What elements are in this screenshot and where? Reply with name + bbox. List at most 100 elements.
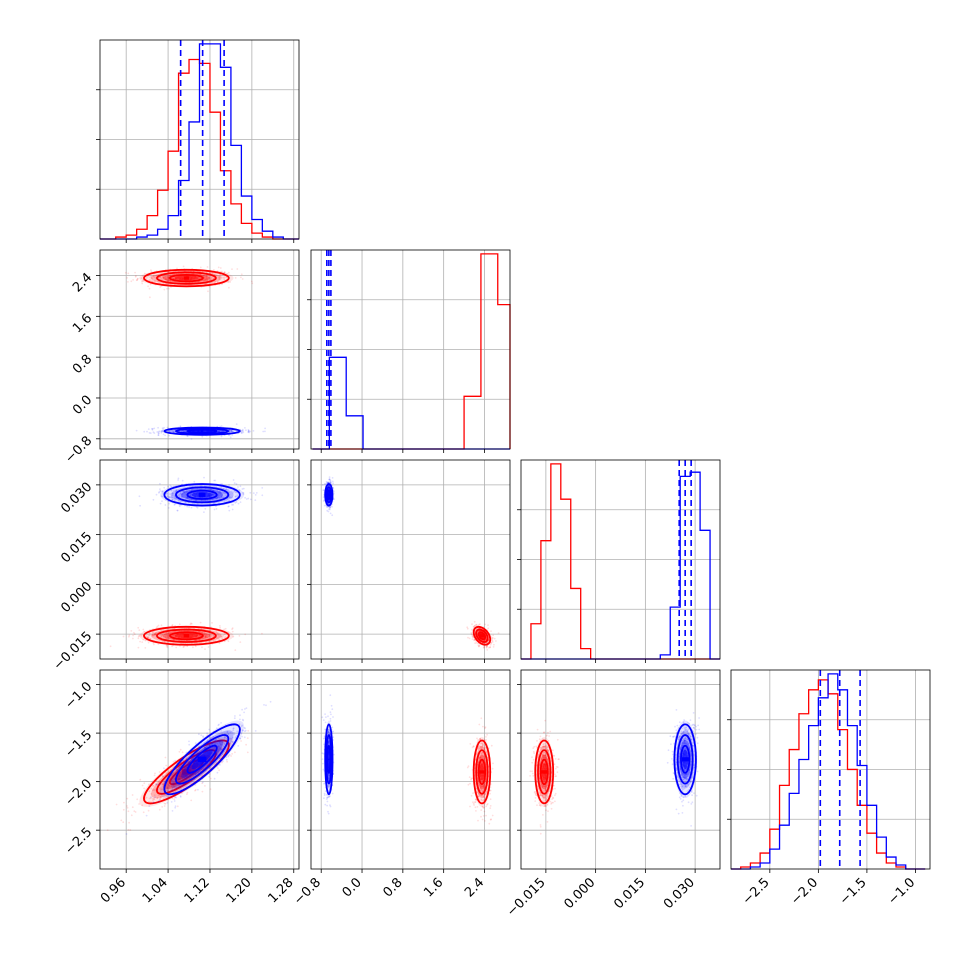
sample-point [160, 277, 163, 280]
sample-point [154, 632, 157, 635]
sample-point [478, 623, 480, 626]
sample-point [221, 430, 223, 433]
sample-point [161, 427, 164, 429]
sample-point [241, 708, 244, 711]
sample-point [331, 477, 334, 479]
sample-point [158, 430, 161, 433]
sample-point [144, 639, 147, 642]
series-red-samples [124, 265, 254, 299]
sample-point [154, 796, 156, 799]
sample-point [244, 496, 247, 499]
sample-point [329, 717, 332, 720]
sample-point [158, 491, 161, 493]
sample-point [323, 782, 325, 785]
panel-2-0 [99, 459, 300, 660]
sample-point [132, 279, 135, 281]
sample-point [237, 502, 240, 505]
contour-line [163, 426, 241, 436]
sample-point [475, 623, 478, 626]
sample-point [153, 432, 156, 434]
sample-point [152, 431, 155, 433]
sample-point [151, 634, 154, 637]
sample-point [490, 642, 493, 645]
sample-point [249, 498, 252, 501]
sample-point [157, 280, 160, 283]
sample-point [487, 627, 490, 630]
density-peak [200, 430, 204, 432]
sample-point [239, 714, 241, 717]
sample-point [244, 427, 246, 429]
sample-point [142, 280, 144, 282]
density-peak [327, 494, 331, 496]
sample-point [190, 506, 193, 509]
density-peak [479, 770, 485, 774]
sample-point [210, 282, 213, 284]
sample-point [217, 767, 219, 769]
sample-point [247, 431, 250, 434]
sample-point [170, 280, 172, 283]
sample-point [165, 764, 168, 767]
sample-point [139, 640, 142, 643]
sample-point [226, 272, 229, 275]
sample-point [234, 751, 236, 754]
contour-line [169, 273, 204, 283]
sample-point [233, 482, 236, 485]
sample-point [179, 425, 182, 428]
sample-point [146, 275, 149, 278]
sample-point [173, 800, 176, 802]
sample-point [135, 429, 138, 432]
sample-point [228, 753, 231, 756]
sample-point [162, 282, 165, 285]
sample-point [161, 429, 164, 432]
sample-point [140, 277, 143, 280]
sample-point [132, 637, 134, 640]
sample-point [265, 704, 267, 707]
sample-point [174, 796, 177, 798]
sample-point [228, 483, 231, 486]
sample-point [183, 430, 185, 433]
sample-point [207, 290, 209, 293]
sample-point [241, 432, 243, 434]
sample-point [200, 734, 203, 737]
sample-point [125, 833, 128, 835]
sample-point [203, 278, 206, 281]
sample-point [214, 479, 217, 482]
sample-point [145, 814, 148, 817]
sample-point [178, 750, 181, 753]
sample-point [322, 719, 325, 721]
sample-point [169, 430, 171, 433]
sample-point [181, 751, 184, 754]
sample-point [218, 430, 220, 433]
sample-point [331, 792, 334, 795]
sample-point [470, 794, 473, 797]
sample-point [162, 278, 164, 280]
sample-point [495, 640, 497, 642]
sample-point [483, 810, 486, 813]
sample-point [204, 635, 207, 637]
sample-point [467, 783, 470, 786]
sample-point [217, 634, 220, 637]
sample-point [324, 482, 327, 485]
sample-point [467, 636, 469, 639]
sample-point [229, 436, 232, 439]
sample-point [469, 782, 471, 785]
sample-point [484, 820, 486, 822]
sample-point [174, 630, 177, 633]
sample-point [209, 777, 212, 780]
sample-point [264, 427, 266, 430]
sample-point [486, 733, 488, 736]
sample-point [109, 645, 112, 648]
sample-point [480, 815, 482, 818]
sample-point [202, 781, 204, 784]
density-peak [183, 276, 189, 280]
sample-point [152, 274, 155, 277]
sample-point [249, 430, 252, 433]
sample-point [324, 721, 327, 724]
sample-point [178, 623, 181, 626]
sample-point [234, 277, 237, 279]
sample-point [485, 814, 487, 817]
sample-point [230, 429, 233, 432]
sample-point [177, 479, 180, 481]
sample-point [223, 278, 226, 280]
sample-point [233, 717, 236, 720]
